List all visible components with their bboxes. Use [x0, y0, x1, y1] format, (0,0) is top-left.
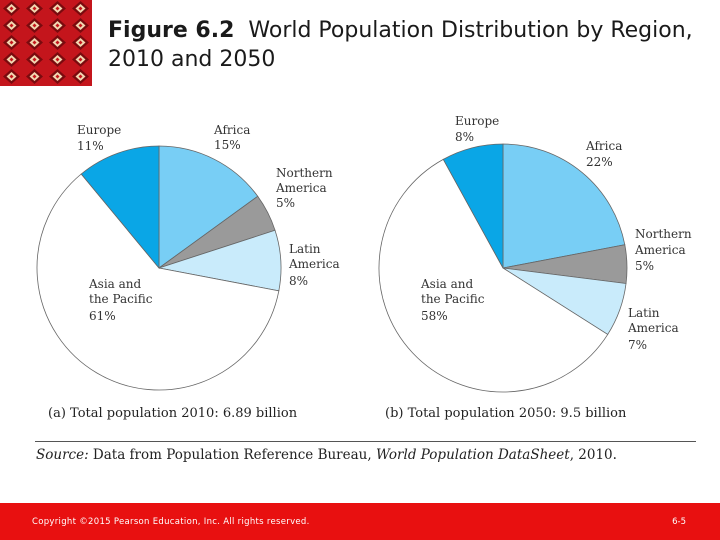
pie-chart-2050: Africa 22% Northern America 5% Latin Ame…: [378, 114, 692, 421]
label-northern-america-2010: Northern America 5%: [275, 166, 333, 210]
source-text: Data from Population Reference Bureau,: [92, 447, 372, 463]
slice-africa-2050: [502, 143, 626, 269]
decorative-pattern-logo: [0, 0, 92, 86]
label-asia-pacific-line2-2010: the Pacific: [89, 292, 153, 306]
label-asia-pacific-line1-2050: Asia and: [420, 277, 474, 291]
label-northern-america-line2-2050: America: [634, 243, 686, 257]
label-northern-america-2050: Northern America 5%: [634, 227, 692, 273]
source-suffix: , 2010.: [569, 447, 617, 463]
label-asia-pacific-pct-2010: 61%: [89, 309, 116, 323]
label-northern-america-pct-2010: 5%: [276, 196, 295, 210]
label-asia-pacific-2050: Asia and the Pacific 58%: [420, 277, 485, 323]
page-number: 6-5: [672, 517, 686, 527]
label-asia-pacific-line2-2050: the Pacific: [421, 292, 485, 306]
caption-2050: (b) Total population 2050: 9.5 billion: [385, 406, 627, 421]
source-publication: World Population DataSheet: [375, 447, 570, 463]
label-latin-america-pct-2050: 7%: [628, 338, 647, 352]
label-latin-america-line1-2050: Latin: [628, 306, 660, 320]
label-asia-pacific-2010: Asia and the Pacific 61%: [88, 277, 153, 323]
label-europe-name-2010: Europe: [77, 123, 121, 137]
slice-europe-2010: [80, 145, 160, 270]
label-northern-america-line1-2010: Northern: [276, 166, 333, 180]
label-northern-america-pct-2050: 5%: [635, 259, 654, 273]
label-latin-america-line1-2010: Latin: [289, 242, 321, 256]
label-africa-pct-2010: 15%: [214, 138, 241, 152]
pie-chart-2010: Africa 15% Northern America 5% Latin Ame…: [36, 123, 340, 421]
figure-caption: World Population Distribution by Region,…: [108, 18, 693, 72]
label-africa-pct-2050: 22%: [586, 155, 613, 169]
label-latin-america-line2-2010: America: [288, 257, 340, 271]
label-asia-pacific-pct-2050: 58%: [421, 309, 448, 323]
figure-number: Figure 6.2: [108, 18, 235, 43]
label-africa-name-2050: Africa: [585, 139, 622, 153]
label-latin-america-pct-2010: 8%: [289, 274, 308, 288]
slice-asia-and-the-pacific-2010: [36, 173, 280, 391]
label-asia-pacific-line1-2010: Asia and: [88, 277, 142, 291]
slide-title: Figure 6.2 World Population Distribution…: [108, 16, 698, 74]
label-europe-pct-2010: 11%: [77, 139, 104, 153]
label-europe-name-2050: Europe: [455, 114, 499, 128]
label-europe-pct-2050: 8%: [455, 130, 474, 144]
label-latin-america-2010: Latin America 8%: [288, 242, 340, 288]
slice-africa-2010: [158, 145, 259, 269]
label-europe-2050: Europe 8%: [455, 114, 499, 144]
label-europe-2010: Europe 11%: [77, 123, 121, 153]
label-africa-2050: Africa 22%: [585, 139, 622, 169]
label-latin-america-line2-2050: America: [627, 321, 679, 335]
label-africa-name-2010: Africa: [213, 123, 250, 137]
label-northern-america-line1-2050: Northern: [635, 227, 692, 241]
source-divider: [35, 441, 696, 442]
source-label: Source:: [36, 447, 89, 463]
label-northern-america-line2-2010: America: [275, 181, 327, 195]
label-latin-america-2050: Latin America 7%: [627, 306, 679, 352]
label-africa-2010: Africa 15%: [213, 123, 250, 152]
pie-charts: Africa 15% Northern America 5% Latin Ame…: [36, 114, 692, 421]
slice-asia-and-the-pacific-2050: [378, 158, 609, 393]
caption-2010: (a) Total population 2010: 6.89 billion: [48, 406, 298, 421]
slice-europe-2050: [442, 143, 504, 269]
copyright-text: Copyright ©2015 Pearson Education, Inc. …: [32, 517, 310, 527]
footer-bar: Copyright ©2015 Pearson Education, Inc. …: [0, 503, 720, 540]
pie-2050-slices: [378, 143, 628, 393]
source-note: Source: Data from Population Reference B…: [36, 447, 617, 463]
pie-2010-slices: [36, 145, 282, 391]
